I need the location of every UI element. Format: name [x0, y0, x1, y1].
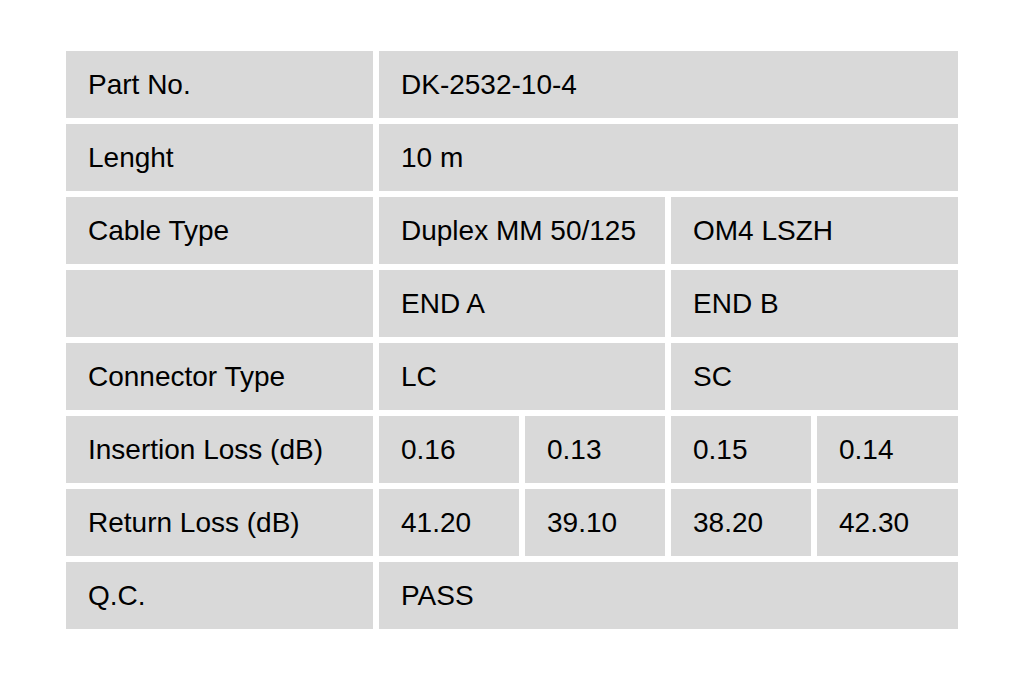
- cell-qc-status: PASS: [379, 562, 958, 629]
- cell-connector-end-a: LC: [379, 343, 665, 410]
- row-label-part-no: Part No.: [66, 51, 373, 118]
- cell-cable-type-a: Duplex MM 50/125: [379, 197, 665, 264]
- cell-insertion-loss-a1: 0.16: [379, 416, 519, 483]
- cell-connector-end-b: SC: [671, 343, 958, 410]
- cell-length-value: 10 m: [379, 124, 958, 191]
- row-label-qc: Q.C.: [66, 562, 373, 629]
- row-label-return-loss: Return Loss (dB): [66, 489, 373, 556]
- cell-return-loss-a1: 41.20: [379, 489, 519, 556]
- row-label-insertion-loss: Insertion Loss (dB): [66, 416, 373, 483]
- row-label-connector-type: Connector Type: [66, 343, 373, 410]
- cell-return-loss-a2: 39.10: [525, 489, 665, 556]
- cell-return-loss-b1: 38.20: [671, 489, 811, 556]
- cell-part-no-value: DK-2532-10-4: [379, 51, 958, 118]
- cell-end-b-header: END B: [671, 270, 958, 337]
- spec-table: Part No. DK-2532-10-4 Lenght 10 m Cable …: [66, 51, 958, 629]
- cell-cable-type-b: OM4 LSZH: [671, 197, 958, 264]
- cell-insertion-loss-b2: 0.14: [817, 416, 958, 483]
- cell-insertion-loss-b1: 0.15: [671, 416, 811, 483]
- row-label-cable-type: Cable Type: [66, 197, 373, 264]
- cell-insertion-loss-a2: 0.13: [525, 416, 665, 483]
- cell-return-loss-b2: 42.30: [817, 489, 958, 556]
- cell-end-header-empty: [66, 270, 373, 337]
- cell-end-a-header: END A: [379, 270, 665, 337]
- row-label-length: Lenght: [66, 124, 373, 191]
